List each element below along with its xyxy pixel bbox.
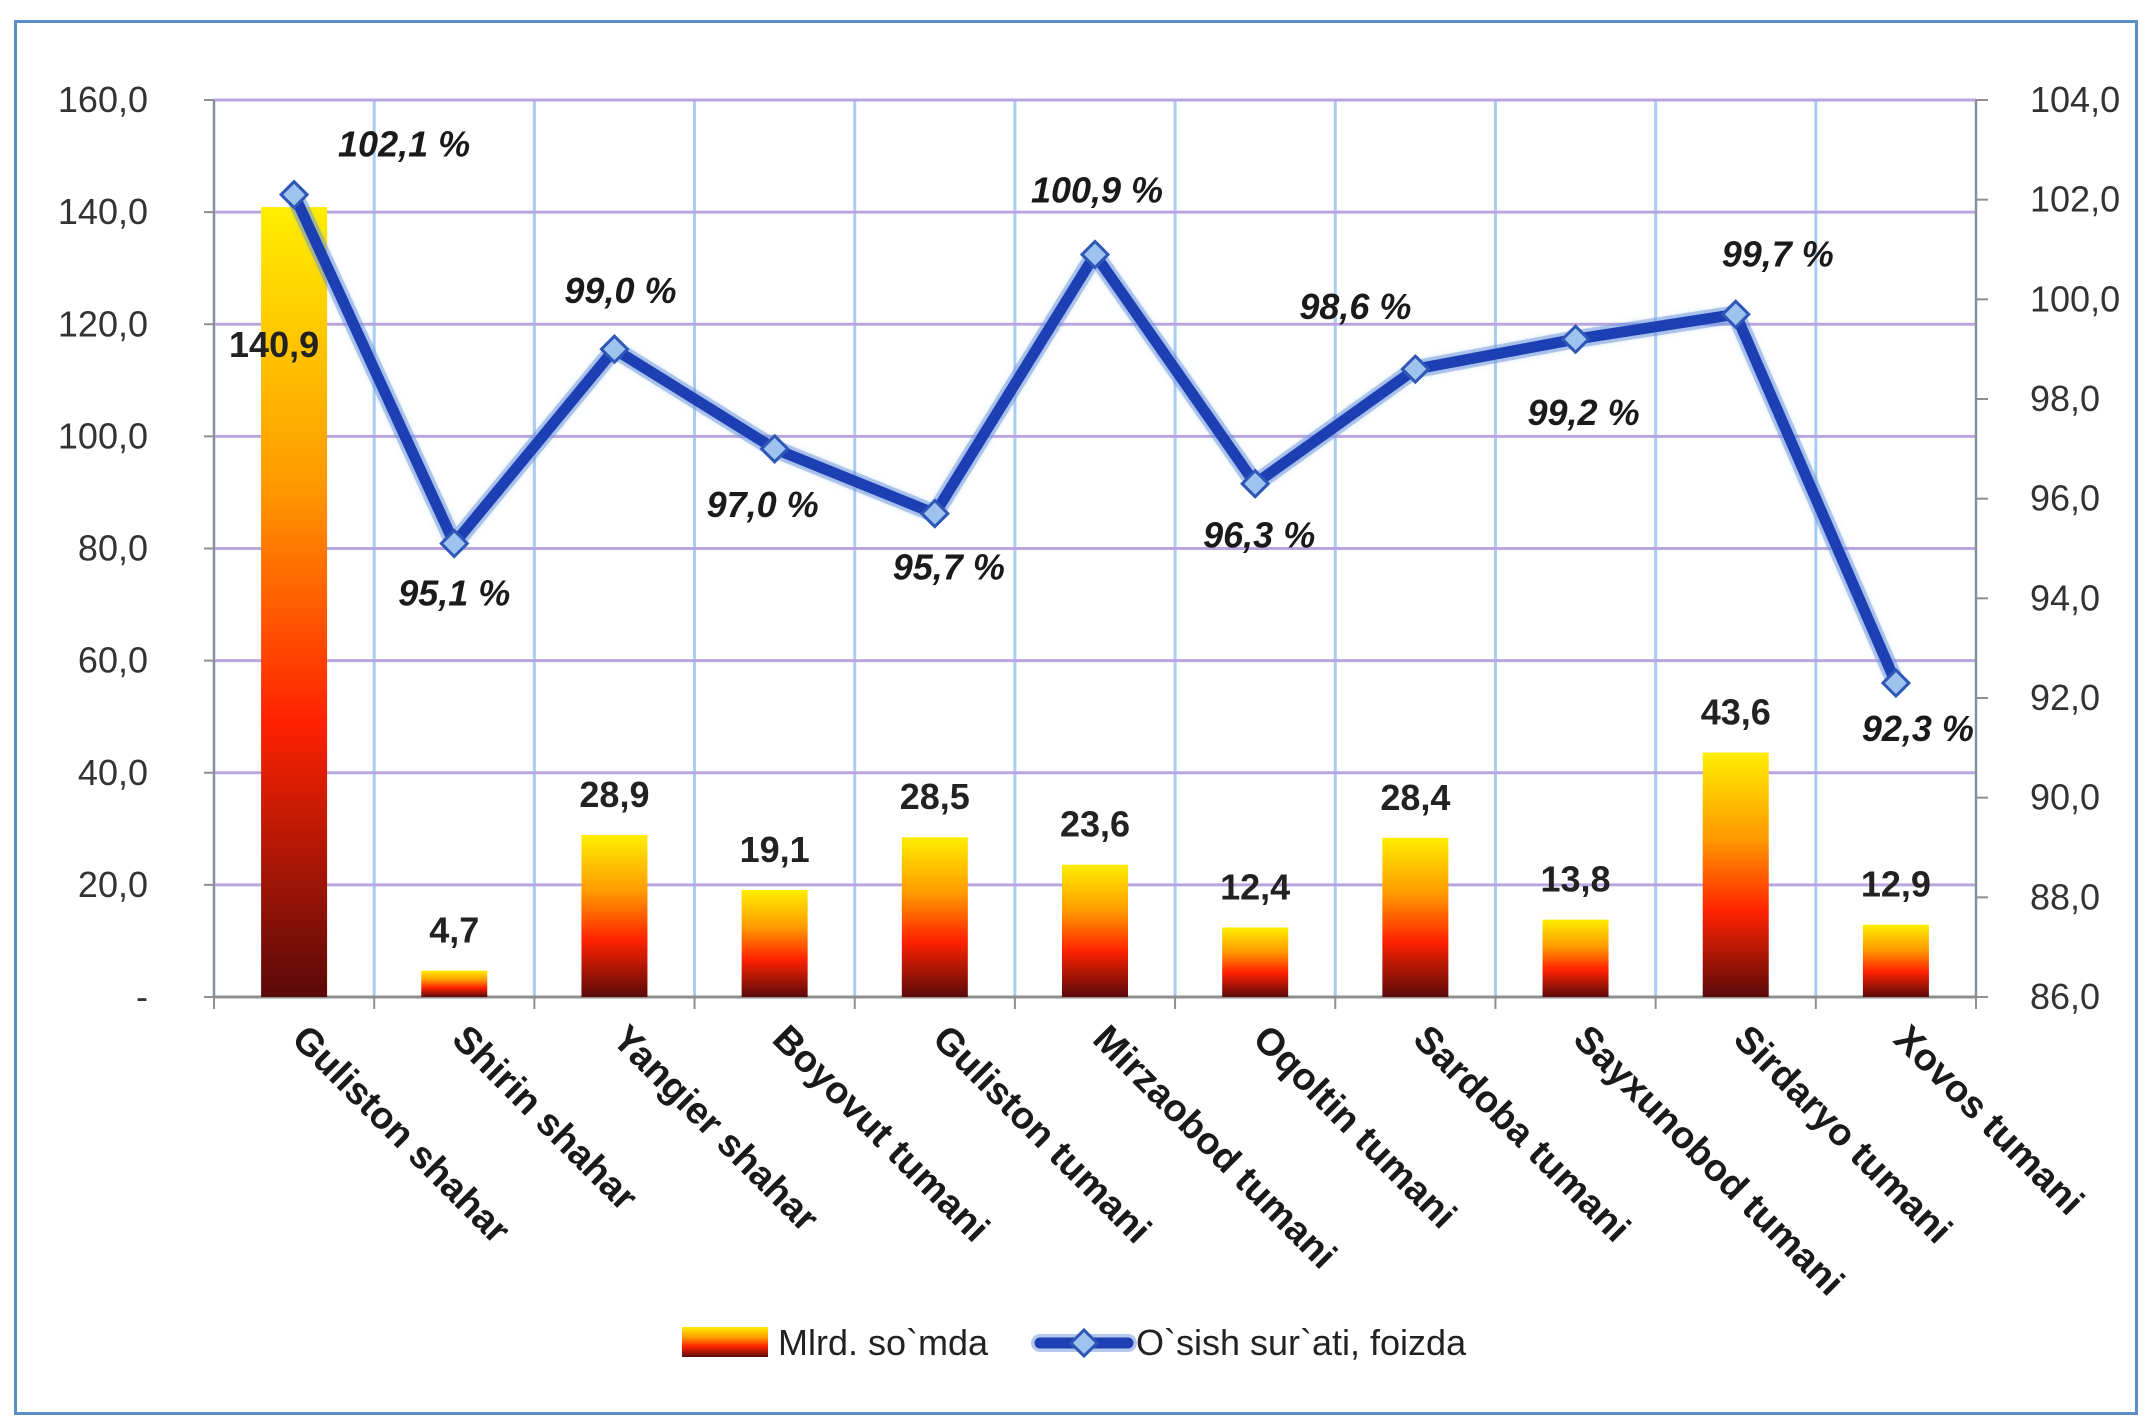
bar-value-label: 12,4 — [1220, 866, 1290, 907]
bar — [901, 837, 968, 997]
y-left-tick-label: 120,0 — [58, 303, 148, 344]
line-marker — [1400, 353, 1431, 385]
y-left-tick-label: 140,0 — [58, 191, 148, 232]
bar — [1382, 837, 1449, 997]
bar — [1702, 752, 1769, 997]
y-right-tick-label: 100,0 — [2030, 278, 2120, 319]
line-marker — [599, 334, 630, 365]
y-left-tick-label: - — [136, 976, 148, 1017]
line-value-label: 99,2 % — [1528, 392, 1640, 433]
chart-frame — [14, 20, 2138, 1415]
legend-line-label: O`sish sur`ati, foizda — [1136, 1322, 1467, 1363]
line-value-label: 98,6 % — [1299, 286, 1411, 327]
bar-value-label: 28,9 — [579, 774, 649, 815]
legend-bar-label: Mlrd. so`mda — [778, 1322, 989, 1363]
x-category-label: Sayxunobod tumani — [1565, 1018, 1851, 1304]
legend-line-marker — [1068, 1327, 1100, 1359]
bar-value-label: 43,6 — [1701, 692, 1771, 733]
bar-value-label: 28,5 — [900, 776, 970, 817]
line-value-label: 96,3 % — [1203, 515, 1315, 556]
line-value-label: 99,0 % — [564, 270, 676, 311]
bar — [1542, 919, 1609, 997]
bar — [421, 970, 488, 997]
bar-value-label: 13,8 — [1541, 859, 1611, 900]
line-marker — [759, 433, 790, 464]
y-right-tick-label: 96,0 — [2030, 478, 2100, 519]
growth-line — [278, 179, 1912, 699]
bar — [1062, 864, 1128, 997]
y-right-tick-label: 92,0 — [2030, 677, 2100, 718]
line-marker — [1240, 468, 1271, 499]
line-marker — [1560, 324, 1591, 355]
line-value-label: 102,1 % — [338, 124, 470, 165]
y-left-tick-label: 40,0 — [78, 752, 148, 793]
y-left-tick-label: 80,0 — [78, 528, 148, 569]
y-left-tick-label: 100,0 — [58, 415, 148, 456]
bar-value-label: 19,1 — [740, 829, 810, 870]
line-value-label: 97,0 % — [707, 484, 819, 525]
y-right-tick-label: 86,0 — [2030, 976, 2100, 1017]
line-marker — [1079, 239, 1111, 270]
bar-value-label: 28,4 — [1380, 777, 1450, 818]
line-marker — [1880, 667, 1912, 699]
y-right-tick-label: 104,0 — [2030, 79, 2120, 120]
line-value-label: 100,9 % — [1031, 169, 1163, 210]
line-marker — [1720, 299, 1751, 330]
bar-value-label: 12,9 — [1861, 864, 1931, 905]
bar-value-label: 23,6 — [1060, 804, 1130, 845]
y-left-tick-label: 20,0 — [78, 864, 148, 905]
bar — [261, 207, 328, 998]
bar-value-label: 140,9 — [229, 324, 319, 365]
y-right-tick-label: 88,0 — [2030, 876, 2100, 917]
y-right-tick-label: 90,0 — [2030, 777, 2100, 818]
line-value-label: 95,7 % — [893, 547, 1005, 588]
bar — [741, 889, 808, 997]
line-value-label: 99,7 % — [1722, 233, 1834, 274]
bar — [581, 834, 648, 997]
bar-value-label: 4,7 — [429, 910, 479, 951]
legend: Mlrd. so`mda O`sish sur`ati, foizda — [682, 1322, 1467, 1363]
data-labels: 140,9 4,7 28,9 19,1 28,5 23,6 12,4 28,4 13,8 43,6… — [229, 124, 1974, 951]
bar — [1222, 927, 1289, 997]
line-value-label: 95,1 % — [398, 573, 510, 614]
line-value-label: 92,3 % — [1862, 708, 1974, 749]
bars — [261, 207, 1929, 998]
y-left-tick-label: 60,0 — [78, 640, 148, 681]
line-marker — [439, 528, 470, 559]
y-right-tick-label: 94,0 — [2030, 577, 2100, 618]
y-right-tick-label: 98,0 — [2030, 378, 2100, 419]
legend-bar-swatch — [682, 1327, 768, 1357]
line-marker — [919, 498, 950, 529]
y-left-tick-label: 160,0 — [58, 79, 148, 120]
line-marker — [278, 179, 310, 210]
y-right-tick-label: 102,0 — [2030, 179, 2120, 220]
bar — [1862, 924, 1929, 997]
